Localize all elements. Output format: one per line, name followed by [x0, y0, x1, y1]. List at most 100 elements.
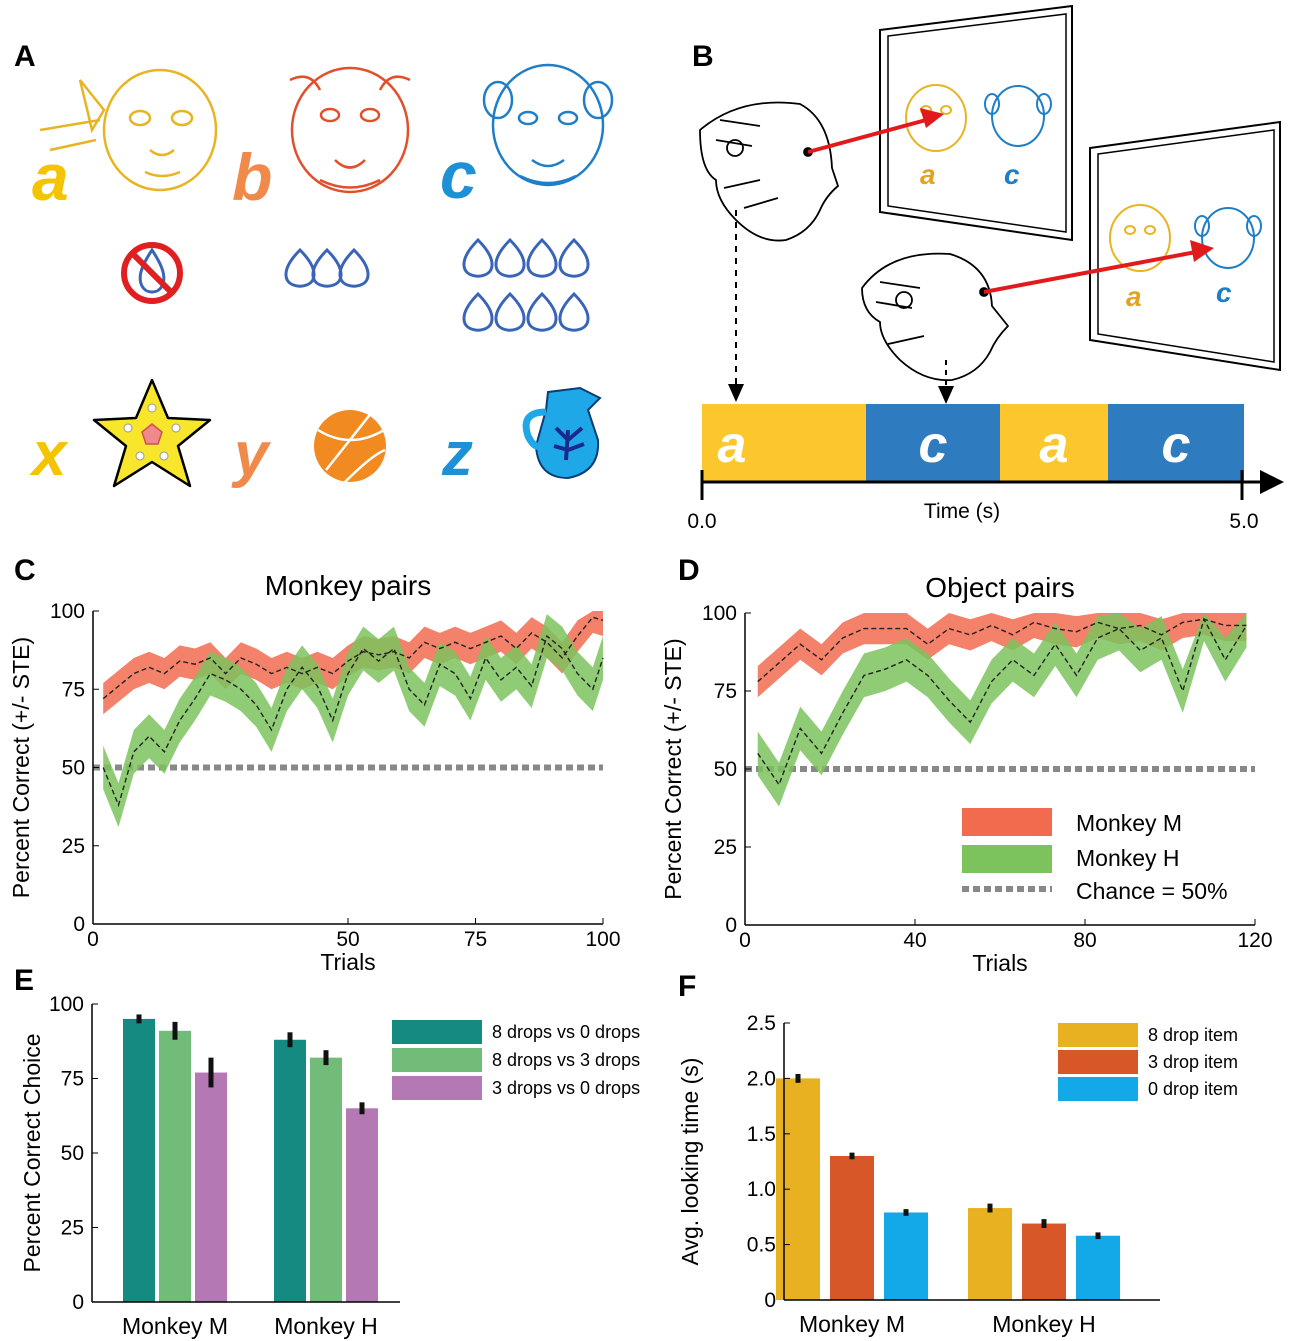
legend-label: 0 drop item	[1148, 1079, 1238, 1099]
y-axis-label: Percent Correct (+/- STE)	[8, 637, 34, 898]
drop-icon	[494, 237, 526, 278]
x-tick-label: 40	[903, 929, 926, 952]
screen2-letter-a: a	[1126, 281, 1142, 312]
chart-d: Object pairs 0 25 50 75 100 0 40 80 120 Trials Perc…	[660, 572, 1273, 976]
legend-swatch-monkey-m	[962, 808, 1052, 836]
y-tick-label: 0	[72, 1291, 84, 1314]
bar	[159, 1030, 191, 1302]
blue-monkey-face-icon	[482, 63, 614, 187]
y-tick-label: 0	[73, 913, 85, 936]
drop-icon	[311, 247, 343, 288]
x-tick-label: 80	[1073, 929, 1096, 952]
pitcher-icon	[522, 386, 602, 480]
legend-swatch	[392, 1048, 482, 1072]
x-tick-label: 0	[87, 928, 99, 951]
mean-line-monkey-h	[102, 634, 604, 808]
timeline-segment	[1108, 404, 1244, 482]
bar	[1076, 1235, 1120, 1300]
y-axis-label: Avg. looking time (s)	[677, 1058, 703, 1266]
y-tick-label: 1.5	[747, 1123, 776, 1146]
y-tick-label: 25	[714, 836, 737, 859]
category-label: Monkey M	[122, 1313, 228, 1339]
y-tick-label: 25	[62, 835, 85, 858]
screen1-letter-c: c	[1004, 159, 1020, 190]
y-tick-label: 50	[714, 758, 737, 781]
panel-label-b: B	[692, 40, 714, 73]
x-tick-label: 50	[336, 928, 359, 951]
drop-icon	[462, 237, 494, 278]
y-tick-label: 2.0	[747, 1067, 776, 1090]
screen2-blue-face-icon	[1194, 207, 1262, 269]
y-tick-label: 50	[62, 757, 85, 780]
legend-label: 8 drop item	[1148, 1025, 1238, 1045]
y-tick-label: 1.0	[747, 1178, 776, 1201]
red-monkey-face-icon	[289, 66, 411, 194]
drop-icon	[284, 247, 316, 288]
three-drops-icon	[284, 247, 370, 288]
ste-band-monkey-h	[103, 614, 603, 827]
time-axis-label: Time (s)	[924, 500, 1000, 523]
monkey-viewer-icon	[699, 101, 840, 242]
bar	[310, 1057, 342, 1302]
legend-label: 3 drops vs 0 drops	[492, 1078, 640, 1098]
drop-icon	[494, 291, 526, 332]
bar	[274, 1039, 306, 1302]
bar	[776, 1078, 820, 1300]
chart-c: Monkey pairs 0 25 50 75 100 0 50 75 100 Trials Perc…	[8, 570, 621, 975]
y-tick-label: 0	[764, 1289, 776, 1312]
y-tick-label: 100	[702, 602, 737, 625]
category-label: Monkey H	[992, 1311, 1096, 1337]
chart-title: Monkey pairs	[265, 570, 432, 601]
monkey-viewer-icon	[861, 252, 1010, 382]
timeline-segment	[702, 404, 866, 482]
x-tick-label: 75	[464, 928, 487, 951]
y-tick-label: 0.5	[747, 1234, 776, 1257]
face-letter-b: b	[232, 140, 272, 214]
y-tick-label: 100	[50, 600, 85, 623]
y-tick-label: 75	[61, 1068, 84, 1091]
x-tick-label: 0	[739, 929, 751, 952]
drop-icon	[558, 291, 590, 332]
panel-b: a c a c	[687, 4, 1284, 533]
bar	[884, 1212, 928, 1300]
bar	[968, 1208, 1012, 1300]
y-tick-label: 0	[725, 914, 737, 937]
y-tick-label: 75	[62, 678, 85, 701]
timeline-letter: a	[1040, 416, 1069, 474]
chart-title: Object pairs	[925, 572, 1074, 603]
bar	[1022, 1223, 1066, 1300]
time-end-label: 5.0	[1229, 510, 1258, 533]
bar	[346, 1108, 378, 1302]
bar	[830, 1155, 874, 1300]
panel-label-e: E	[14, 964, 34, 997]
legend-swatch	[1058, 1050, 1138, 1074]
timeline-segment	[1000, 404, 1108, 482]
mean-line-monkey-m	[757, 618, 1247, 683]
legend-label-monkey-m: Monkey M	[1076, 810, 1182, 836]
panel-label-f: F	[678, 970, 696, 1003]
x-axis-label: Trials	[320, 949, 375, 975]
legend-label-chance: Chance = 50%	[1076, 878, 1228, 904]
y-tick-label: 50	[61, 1142, 84, 1165]
timeline-letter: a	[718, 416, 747, 474]
ste-band-monkey-h	[757, 613, 1247, 807]
x-axis-label: Trials	[972, 950, 1027, 976]
object-letter-y: y	[231, 420, 272, 489]
drop-icon	[526, 291, 558, 332]
gaze-arrow-icon	[807, 108, 1214, 294]
screen1-blue-face-icon	[984, 85, 1052, 147]
panel-label-c: C	[14, 554, 36, 587]
legend-swatch	[392, 1020, 482, 1044]
legend-swatch	[1058, 1077, 1138, 1101]
eight-drops-icon	[462, 237, 590, 332]
timeline-letter: c	[1162, 416, 1191, 474]
panel-a: a b c x y z	[29, 63, 614, 489]
y-axis-label: Percent Correct Choice	[19, 1033, 45, 1272]
screen2-letter-c: c	[1216, 277, 1232, 308]
viewer2-arrowhead	[938, 386, 954, 404]
y-tick-label: 100	[49, 993, 84, 1016]
timeline-segment	[866, 404, 1000, 482]
face-letter-a: a	[32, 140, 69, 214]
